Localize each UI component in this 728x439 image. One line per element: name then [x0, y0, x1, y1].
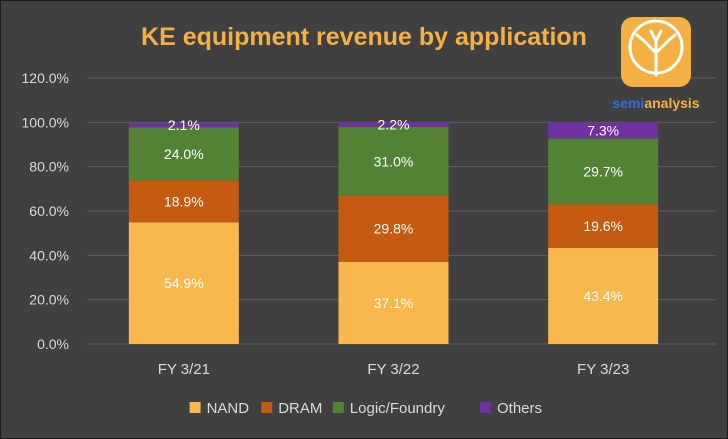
data-label: 43.4%	[583, 288, 623, 304]
bar-segment	[128, 180, 239, 223]
data-label: 37.1%	[374, 295, 414, 311]
y-tick-label: 20.0%	[29, 292, 69, 308]
x-category-label: FY 3/23	[577, 361, 629, 378]
data-label: 29.8%	[374, 221, 414, 237]
bar-segment	[128, 222, 239, 344]
y-tick-label: 0.0%	[37, 336, 69, 352]
data-label: 19.6%	[583, 218, 623, 234]
legend-label: DRAM	[278, 400, 322, 417]
bar-segment	[338, 195, 449, 262]
data-label: 24.0%	[164, 146, 204, 162]
legend-label: NAND	[207, 400, 250, 417]
data-label: 54.9%	[164, 275, 204, 291]
data-label: 2.2%	[378, 117, 410, 133]
x-category-label: FY 3/21	[158, 361, 210, 378]
bars: 54.9% 18.9% 24.0% 2.1% 37.1% 29.8% 31.0% 2.2% 43…	[128, 117, 659, 344]
bar-segment	[548, 122, 659, 139]
bar-segment	[338, 126, 449, 196]
data-label: 18.9%	[164, 193, 204, 209]
legend-swatch	[332, 402, 344, 413]
bar-segment	[548, 138, 659, 205]
data-label: 7.3%	[587, 122, 619, 138]
data-label: 31.0%	[374, 153, 414, 169]
data-label: 2.1%	[168, 117, 200, 133]
legend-swatch	[189, 402, 201, 413]
chart-title: KE equipment revenue by application	[141, 23, 587, 51]
semianalysis-logo: semianalysis	[612, 17, 700, 111]
y-tick-label: 100.0%	[22, 114, 69, 130]
y-tick-label: 120.0%	[22, 70, 69, 86]
x-category-label: FY 3/22	[367, 361, 419, 378]
y-tick-label: 40.0%	[29, 247, 69, 263]
y-tick-label: 60.0%	[29, 203, 69, 219]
x-axis-categories: FY 3/21 FY 3/22 FY 3/23	[158, 361, 630, 378]
legend-swatch	[261, 402, 273, 413]
logo-tree-icon	[635, 29, 677, 77]
bar-segment	[548, 204, 659, 248]
data-label: 29.7%	[583, 163, 623, 179]
bar-segment	[128, 122, 239, 128]
bar-segment	[548, 247, 659, 344]
legend-swatch	[480, 402, 491, 413]
legend: NAND DRAM Logic/Foundry Others	[189, 400, 542, 417]
bar-segment	[128, 127, 239, 181]
y-axis-ticks: 0.0% 20.0% 40.0% 60.0% 80.0% 100.0% 120.0%	[22, 70, 69, 352]
logo-wordmark: semianalysis	[612, 95, 699, 111]
bar-segment	[338, 261, 449, 344]
y-tick-label: 80.0%	[29, 159, 69, 175]
bar-segment	[338, 122, 449, 127]
legend-label: Logic/Foundry	[350, 400, 446, 417]
legend-label: Others	[497, 400, 542, 417]
